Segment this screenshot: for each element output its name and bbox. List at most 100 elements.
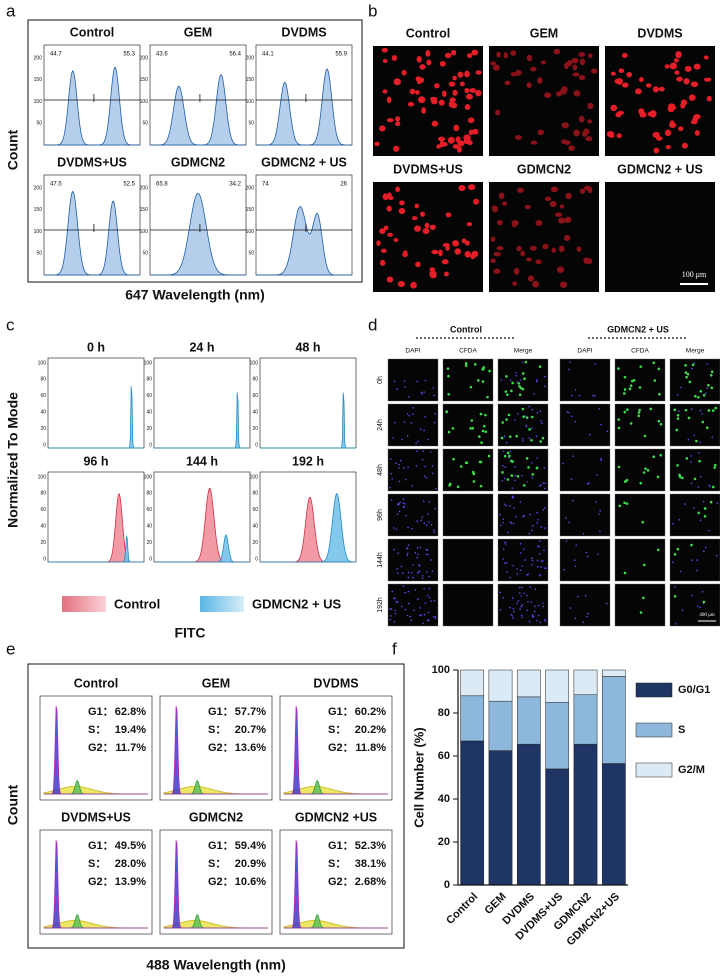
cfda-cell	[637, 411, 641, 414]
cell-nucleus	[452, 89, 458, 96]
dapi-nucleus	[525, 425, 528, 428]
dapi-nucleus	[520, 605, 523, 608]
dapi-nucleus	[392, 437, 394, 439]
dapi-nucleus	[393, 421, 396, 424]
cell-nucleus	[438, 99, 445, 106]
dapi-nucleus	[690, 408, 693, 410]
dapi-nucleus	[586, 555, 589, 558]
cfda-cell	[471, 427, 475, 430]
cell-nucleus	[578, 74, 586, 81]
y-tick-label: 60	[40, 393, 46, 399]
dapi-nucleus	[521, 474, 523, 477]
dapi-nucleus	[509, 379, 512, 381]
y-tick-label: 80	[146, 377, 152, 383]
cell-nucleus	[401, 69, 407, 76]
dapi-nucleus	[409, 615, 412, 618]
micrograph	[387, 403, 439, 447]
dapi-nucleus	[403, 386, 406, 388]
dapi-nucleus	[594, 395, 596, 397]
group-title: Control	[450, 324, 482, 334]
dapi-nucleus	[539, 621, 542, 624]
cell-nucleus	[647, 111, 653, 117]
dapi-nucleus	[503, 435, 506, 438]
plot-box	[43, 44, 141, 146]
cell-nucleus	[386, 118, 394, 123]
cfda-cell	[703, 507, 707, 510]
stat-label: S：	[208, 858, 226, 870]
cell-nucleus	[535, 259, 542, 265]
dapi-nucleus	[415, 465, 418, 467]
cell-nucleus	[452, 144, 459, 149]
cell-nucleus	[447, 136, 455, 144]
dapi-nucleus	[528, 620, 531, 623]
cfda-cell	[510, 474, 514, 477]
micrograph	[497, 493, 549, 537]
dapi-nucleus	[599, 509, 601, 512]
cfda-cell	[506, 451, 510, 455]
dapi-nucleus	[536, 457, 539, 459]
cfda-cell	[501, 471, 504, 474]
dapi-nucleus	[508, 457, 510, 459]
dapi-nucleus	[511, 615, 514, 617]
dapi-nucleus	[406, 614, 409, 617]
cell-nucleus	[415, 90, 420, 95]
cfda-cell	[678, 473, 681, 477]
cell-nucleus	[639, 77, 644, 83]
dapi-nucleus	[393, 380, 396, 383]
cfda-cell	[472, 480, 476, 483]
cfda-cell	[703, 514, 707, 518]
legend-label: G2/M	[678, 764, 705, 776]
dapi-nucleus	[674, 586, 676, 588]
dapi-nucleus	[572, 499, 574, 502]
cfda-cell	[623, 375, 627, 379]
cfda-cell	[522, 484, 526, 487]
dapi-nucleus	[425, 524, 428, 527]
cell-nucleus	[680, 99, 688, 106]
cell-nucleus	[475, 89, 482, 97]
cell-nucleus	[436, 144, 442, 149]
cell-nucleus	[573, 129, 580, 137]
cfda-cell	[691, 363, 695, 367]
cell-nucleus	[464, 88, 470, 94]
dapi-nucleus	[403, 467, 405, 469]
dapi-nucleus	[519, 552, 522, 554]
cell-nucleus	[673, 58, 679, 63]
cell-nucleus	[441, 259, 449, 265]
dapi-nucleus	[422, 450, 425, 452]
cell-nucleus	[703, 55, 709, 60]
y-tick-label: 20	[146, 426, 152, 432]
cell-nucleus	[681, 142, 688, 149]
dapi-nucleus	[521, 604, 524, 606]
dapi-nucleus	[672, 522, 674, 525]
dapi-nucleus	[403, 380, 406, 382]
dapi-nucleus	[423, 613, 426, 616]
dapi-nucleus	[699, 519, 702, 522]
cfda-cell	[487, 454, 491, 458]
dapi-nucleus	[600, 459, 603, 462]
dapi-nucleus	[690, 461, 692, 463]
dapi-nucleus	[434, 507, 436, 510]
cell-nucleus	[449, 97, 456, 103]
dapi-nucleus	[522, 515, 524, 518]
cell-nucleus	[554, 212, 563, 217]
dapi-nucleus	[708, 529, 710, 532]
dapi-nucleus	[544, 527, 546, 529]
cell-nucleus	[511, 219, 519, 227]
stat-label: G1：	[208, 840, 234, 852]
micrograph	[497, 538, 549, 582]
cell-nucleus	[496, 246, 504, 251]
cell-nucleus	[422, 227, 430, 235]
cfda-cell	[685, 375, 688, 379]
cfda-cell	[511, 381, 514, 385]
cell-nucleus	[498, 192, 505, 200]
dapi-nucleus	[574, 420, 576, 423]
y-tick-label: 60	[252, 507, 258, 513]
dapi-nucleus	[502, 450, 505, 453]
micrograph	[387, 538, 439, 582]
dapi-nucleus	[433, 531, 435, 534]
dapi-nucleus	[509, 606, 511, 609]
dapi-nucleus	[606, 430, 609, 433]
dapi-nucleus	[414, 552, 417, 554]
cfda-cell	[652, 361, 656, 365]
